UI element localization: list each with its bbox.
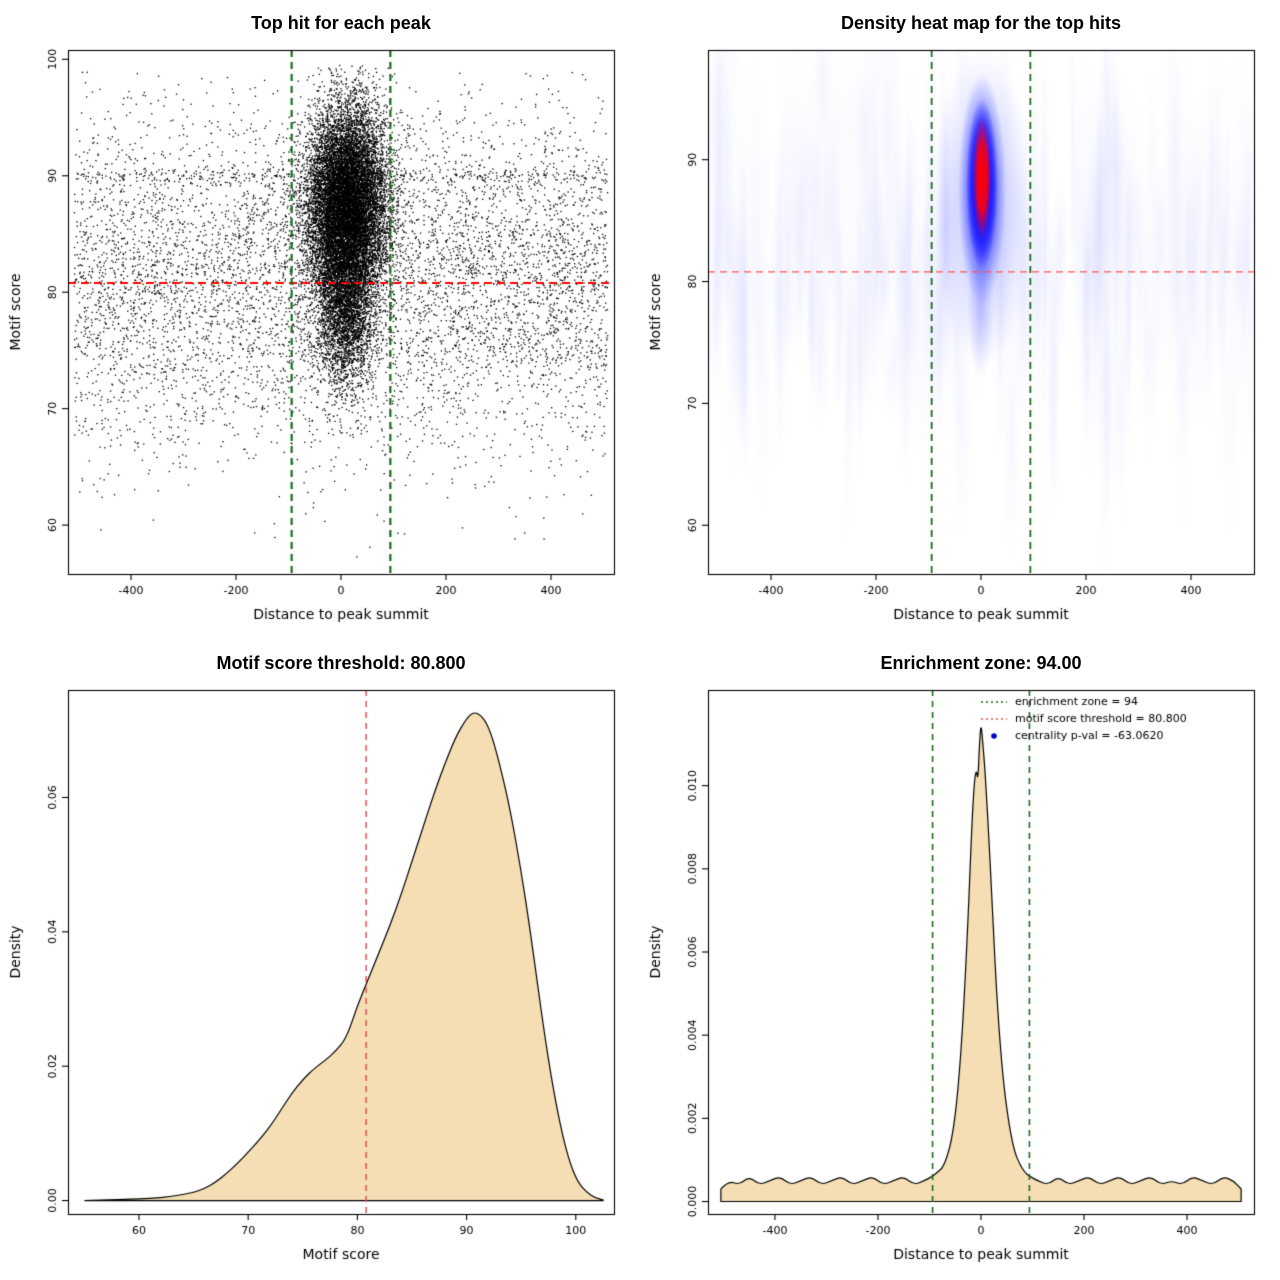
motif-score-density-canvas [0,678,640,1274]
heatmap-title: Density heat map for the top hits [840,13,1122,33]
distance-density-title: Enrichment zone: 94.00 [880,653,1082,673]
top-hit-scatter-canvas [0,38,640,634]
panel-distance-density: Enrichment zone: 94.00 [640,640,1280,1280]
panel-density-heatmap: Density heat map for the top hits [640,0,1280,640]
density-heatmap-canvas [640,38,1280,634]
scatter-title: Top hit for each peak [251,13,431,33]
panel-motif-score-density: Motif score threshold: 80.800 [0,640,640,1280]
distance-density-canvas [640,678,1280,1274]
score-density-title: Motif score threshold: 80.800 [216,653,466,673]
panel-top-hit-scatter: Top hit for each peak [0,0,640,640]
